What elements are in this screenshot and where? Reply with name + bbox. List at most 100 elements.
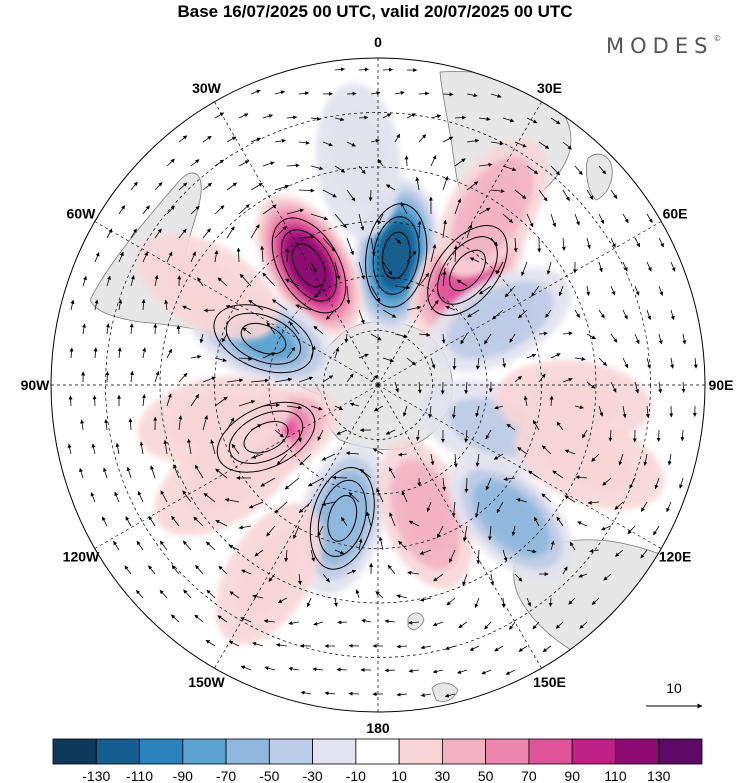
wind-arrow [79,467,84,479]
wind-arrow [538,141,550,149]
wind-arrow [142,347,147,359]
wind-arrow [622,261,628,272]
wind-arrow [324,691,336,696]
wind-arrow [215,468,228,479]
wind-arrow [236,247,241,263]
wind-arrow [214,205,225,215]
wind-arrow [295,304,312,311]
longitude-label: 60W [67,206,97,222]
wind-arrow [400,202,408,215]
streamline [225,312,302,365]
wind-arrow [348,691,360,696]
wind-arrow [250,378,269,383]
wind-arrow [454,115,467,120]
wind-arrow [276,453,288,466]
wind-arrow [178,415,183,431]
wind-arrow [115,442,120,455]
wind-arrow [202,376,216,383]
wind-arrow [526,213,534,228]
wind-arrow [610,237,616,248]
wind-arrow [370,91,381,96]
colorbar-label: 10 [391,768,407,783]
wind-arrow [418,134,427,143]
wind-arrow [322,573,330,583]
wind-arrow [238,204,250,215]
wind-arrow [286,163,300,168]
wind-arrow [293,525,300,540]
wind-arrow [183,589,192,599]
wind-arrow [224,498,240,503]
wind-arrow [346,569,357,575]
wind-arrow [396,692,408,697]
wind-arrow [358,165,366,175]
wind-arrow [334,261,341,280]
wind-arrow [475,405,480,418]
anomaly-contour [543,432,636,492]
wind-arrow [494,405,504,410]
longitude-labels: 0 30E 60E 90E 120E 150E 180 150W 120W 90W 60W 30W [21,34,734,736]
colorbar-label: 90 [564,768,580,783]
wind-arrow [451,405,456,419]
wind-arrow [130,181,138,191]
wind-arrow [501,597,506,609]
wind-arrow [469,257,480,263]
wind-arrow [332,475,348,480]
wind-arrow [394,333,408,339]
wind-arrow [274,501,288,514]
wind-arrow [546,261,552,275]
wind-arrow [346,285,351,305]
wind-arrow [464,477,469,494]
wind-arrow [128,418,133,431]
wind-arrow [238,113,249,119]
wind-arrow [598,357,607,366]
longitude-line [214,384,379,669]
wind-arrow [496,501,504,514]
wind-arrow [277,597,288,603]
wind-arrow [250,224,260,239]
colorbar-swatch [441,738,487,765]
wind-arrow [372,448,384,455]
wind-arrow [306,597,312,608]
wind-arrow [474,501,480,518]
wind-arrow [550,353,561,359]
wind-arrow [376,488,384,503]
wind-arrow [581,429,588,439]
wind-arrow [418,272,430,287]
wind-arrow [206,589,216,599]
wind-arrow [394,285,411,290]
wind-arrow [389,512,396,527]
colorbar-swatch [485,738,530,765]
wind-arrow [485,477,492,491]
wind-arrow [377,158,384,167]
streamline [449,249,486,292]
wind-arrow [533,516,540,527]
longitude-label: 90E [709,377,734,393]
wind-arrow [538,373,546,383]
wind-arrow [442,176,449,191]
wind-arrow [430,114,442,119]
wind-arrow [396,644,408,649]
wind-arrow [481,669,492,675]
wind-arrow [82,323,86,335]
wind-arrow [552,470,564,479]
wind-arrow [436,525,444,538]
wind-arrow [420,693,432,698]
wind-arrow [545,309,552,318]
wind-arrow [526,353,537,359]
wind-arrow [231,443,240,455]
wind-arrow [401,490,408,503]
anomaly-contour [180,447,267,515]
wind-arrow [286,346,296,359]
wind-arrow [344,333,349,344]
streamline [309,467,375,570]
wind-arrow [348,492,360,503]
wind-arrow [285,278,300,287]
wind-arrow [117,347,122,359]
wind-arrow [263,619,276,624]
wind-arrow [214,357,227,362]
wind-arrow [334,347,340,359]
wind-arrow [288,666,300,671]
wind-arrow [163,439,168,455]
streamlines [213,203,508,570]
wind-arrow [453,245,458,263]
